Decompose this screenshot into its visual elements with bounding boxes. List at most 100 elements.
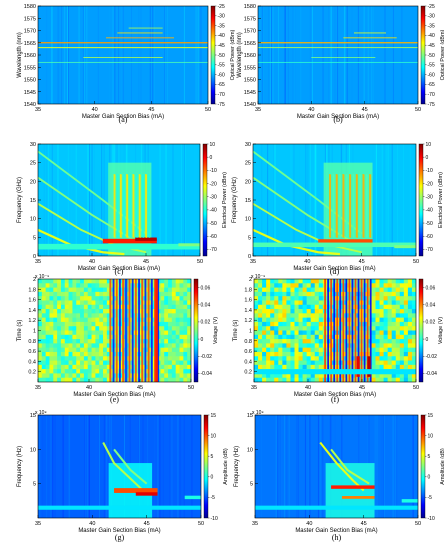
heatmap-noise-cell	[391, 321, 397, 327]
heatmap-noise-cell	[122, 373, 127, 379]
heatmap-noise-cell	[310, 321, 316, 327]
heatmap-noise-cell	[286, 300, 291, 306]
heatmap-noise-cell	[68, 334, 73, 340]
heatmap-noise-cell	[278, 321, 283, 327]
heatmap-noise-cell	[310, 287, 316, 293]
heatmap-noise-cell	[91, 287, 96, 293]
y-axis-label: Frequency (Hz)	[17, 446, 23, 487]
heatmap-noise-cell	[302, 373, 307, 379]
heatmap-noise-cell	[106, 304, 111, 310]
heatmap-stripe	[132, 173, 135, 238]
heatmap-noise-cell	[38, 339, 43, 344]
heatmap-noise-cell	[371, 321, 376, 327]
heatmap-stripe	[365, 173, 368, 238]
heatmap-noise-cell	[160, 360, 165, 366]
heatmap-noise-cell	[371, 356, 376, 361]
heatmap-noise-cell	[302, 296, 307, 301]
heatmap-noise-cell	[122, 377, 127, 382]
heatmap-noise-cell	[183, 334, 188, 340]
heatmap-noise-cell	[45, 317, 50, 323]
heatmap-texture-line	[392, 415, 394, 518]
heatmap-texture-line	[272, 6, 274, 104]
heatmap-stripe	[329, 173, 332, 238]
heatmap-noise-cell	[122, 343, 127, 348]
heatmap-noise-cell	[363, 364, 368, 370]
heatmap-noise-cell	[399, 377, 405, 382]
heatmap-noise-cell	[278, 287, 283, 293]
heatmap-noise-cell	[106, 321, 111, 327]
heatmap-noise-cell	[175, 343, 180, 348]
heatmap-noise-cell	[41, 351, 46, 357]
heatmap-noise-cell	[286, 377, 291, 382]
heatmap-noise-cell	[375, 300, 380, 306]
heatmap-noise-cell	[171, 300, 176, 306]
y-tick-label: 1575	[24, 16, 36, 22]
heatmap-noise-cell	[274, 317, 279, 323]
heatmap-noise-cell	[262, 339, 267, 344]
heatmap-texture-line	[363, 6, 365, 104]
heatmap-noise-cell	[164, 326, 169, 331]
heatmap-noise-cell	[278, 279, 283, 284]
heatmap-noise-cell	[72, 330, 77, 336]
y-tick-label: 1545	[244, 90, 256, 96]
heatmap-noise-cell	[371, 317, 376, 323]
heatmap-noise-cell	[95, 360, 100, 366]
heatmap-noise-cell	[282, 304, 287, 310]
heatmap-noise-cell	[302, 351, 307, 357]
heatmap-noise-cell	[91, 369, 96, 374]
heatmap-noise-cell	[282, 364, 287, 370]
heatmap-noise-cell	[60, 339, 66, 344]
subfigure-caption: (d)	[330, 267, 340, 276]
heatmap-noise-cell	[45, 377, 50, 382]
heatmap-noise-cell	[302, 279, 307, 284]
heatmap-noise-cell	[278, 356, 283, 361]
x-axis-label: Master Gain Section Bias (mA)	[73, 392, 155, 398]
heatmap-noise-cell	[387, 330, 392, 336]
heatmap-noise-cell	[49, 304, 54, 310]
heatmap-noise-cell	[379, 291, 384, 297]
heatmap-noise-cell	[122, 291, 127, 297]
heatmap-noise-cell	[171, 330, 176, 336]
y-tick-label: 1.2	[244, 318, 252, 324]
heatmap-noise-cell	[330, 373, 336, 379]
heatmap-noise-cell	[383, 283, 388, 288]
heatmap-stripe	[119, 173, 122, 238]
heatmap-noise-cell	[274, 283, 279, 288]
heatmap-stripe	[327, 279, 330, 382]
colorbar-tick-label: -55	[428, 63, 435, 69]
heatmap-noise-cell	[326, 356, 332, 361]
heatmap-noise-cell	[160, 287, 165, 293]
colorbar-tick-label: 10	[211, 433, 217, 439]
heatmap-noise-cell	[274, 360, 279, 366]
heatmap-noise-cell	[266, 291, 271, 297]
heatmap-noise-cell	[391, 356, 397, 361]
heatmap-noise-cell	[262, 291, 267, 297]
heatmap-noise-cell	[330, 339, 336, 344]
heatmap-stripe	[339, 279, 342, 382]
heatmap-noise-cell	[125, 369, 131, 374]
heatmap-texture-line	[322, 6, 324, 104]
heatmap-noise-cell	[60, 291, 66, 297]
heatmap-noise-cell	[314, 339, 320, 344]
heatmap-noise-cell	[407, 304, 413, 310]
heatmap-noise-cell	[254, 334, 259, 340]
colorbar-label: Voltage (V)	[438, 317, 444, 344]
colorbar-tick-label: -70	[218, 92, 225, 98]
heatmap-noise-cell	[80, 283, 85, 288]
y-tick-label: 0.6	[28, 349, 36, 355]
heatmap-noise-cell	[351, 377, 356, 382]
heatmap-noise-cell	[282, 321, 287, 327]
heatmap-noise-cell	[343, 287, 348, 293]
heatmap-texture-line	[109, 6, 111, 104]
heatmap-noise-cell	[270, 339, 275, 344]
heatmap-noise-cell	[49, 321, 54, 327]
heatmap-noise-cell	[306, 313, 311, 318]
y-tick-label: 5	[248, 235, 251, 241]
heatmap-noise-cell	[282, 283, 287, 288]
heatmap-noise-cell	[183, 326, 188, 331]
heatmap-noise-cell	[371, 279, 376, 284]
heatmap-noise-cell	[164, 291, 169, 297]
heatmap-noise-cell	[83, 317, 89, 323]
heatmap-noise-cell	[383, 321, 388, 327]
heatmap-noise-cell	[343, 309, 348, 314]
